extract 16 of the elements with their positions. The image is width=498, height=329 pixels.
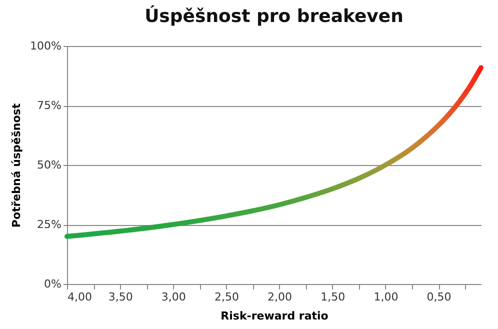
- x-axis-title: Risk-reward ratio: [220, 310, 329, 322]
- y-axis-title: Potřebná úspěšnost: [10, 103, 24, 228]
- y-tick-label: 25%: [37, 218, 62, 231]
- x-tick-label: 1,50: [320, 290, 346, 304]
- x-tick-label: 3,50: [108, 290, 133, 304]
- x-tick-label: 1,00: [374, 290, 398, 304]
- y-tick-label: 75%: [37, 99, 62, 112]
- x-tick-label: 2,50: [214, 290, 239, 304]
- chart-title: Úspěšnost pro breakeven: [144, 5, 404, 27]
- x-tick-label: 2,00: [268, 290, 292, 304]
- y-tick-label: 0%: [44, 278, 62, 290]
- y-tick-label: 50%: [37, 158, 62, 172]
- y-tick-label: 100%: [30, 40, 62, 52]
- x-tick-label: 3,00: [161, 290, 186, 304]
- x-tick-label: 0,50: [426, 290, 452, 304]
- x-tick-label: 4,00: [68, 290, 92, 304]
